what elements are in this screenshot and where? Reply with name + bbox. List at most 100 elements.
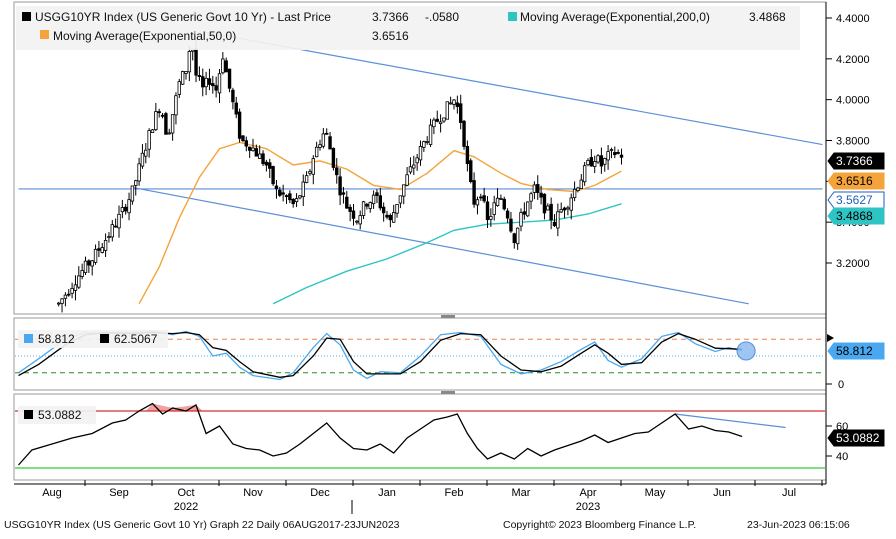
legend-ema50-value: 3.6516 — [372, 29, 409, 43]
candle-body — [60, 298, 64, 304]
footer-copyright: Copyright© 2023 Bloomberg Finance L.P. — [503, 519, 697, 531]
candle-body — [522, 211, 527, 215]
candle-body — [438, 121, 443, 124]
candle-body — [201, 76, 205, 88]
candle-body — [93, 248, 98, 263]
candle-body — [455, 102, 460, 107]
candle-body — [361, 201, 366, 216]
panel-splitter[interactable] — [441, 315, 455, 318]
candle-body — [542, 193, 547, 214]
candle-body — [536, 184, 540, 193]
candle-body — [335, 167, 339, 176]
x-tick-label: Sep — [109, 487, 129, 499]
candle-body — [425, 141, 429, 143]
value-tag-label: 58.812 — [836, 344, 873, 358]
candle-body — [261, 153, 265, 165]
candle-body — [388, 214, 393, 221]
candle-body — [559, 209, 563, 213]
value-tag-label: 3.6516 — [836, 174, 873, 188]
x-year-label: 2023 — [576, 501, 600, 513]
candle-body — [331, 147, 336, 168]
value-tag-label: 3.4868 — [836, 209, 873, 223]
candle-body — [375, 192, 379, 196]
candle-body — [117, 213, 121, 229]
legend-swatch-ema200 — [508, 12, 517, 21]
candle-body — [321, 133, 326, 147]
candle-body — [110, 224, 114, 238]
stochastic-cursor-marker[interactable] — [736, 341, 756, 361]
candle-body — [515, 227, 520, 245]
candle-body — [224, 60, 228, 73]
candle-body — [157, 111, 161, 114]
candle-body — [378, 195, 382, 209]
legend-last-price-change: -.0580 — [425, 10, 459, 24]
candle-body — [572, 188, 577, 199]
legend-ema50-name: Moving Average(Exponential,50,0) — [53, 29, 236, 43]
candle-body — [505, 210, 510, 219]
value-tag — [827, 191, 885, 209]
candle-body — [124, 206, 128, 212]
candle-body — [445, 101, 449, 120]
candle-body — [472, 180, 476, 205]
candle-body — [73, 284, 78, 291]
legend-stoch-k: 58.812 — [38, 332, 75, 346]
rsi-trend-line[interactable] — [675, 413, 786, 429]
x-tick-label: Jan — [378, 487, 396, 499]
candle-body — [251, 147, 255, 152]
candle-body — [556, 211, 560, 229]
candle-body — [311, 158, 315, 175]
candle-body — [593, 161, 597, 167]
candle-body — [408, 166, 413, 173]
value-tag — [827, 207, 885, 225]
candle-body — [324, 132, 329, 135]
candle-body — [170, 114, 175, 134]
candle-body — [197, 75, 202, 77]
stochastic-panel-frame — [13, 317, 827, 391]
x-tick-label: May — [645, 487, 666, 499]
legend-ema200-name: Moving Average(Exponential,200,0) — [520, 10, 710, 24]
candle-body — [211, 83, 215, 87]
footer-timestamp: 23-Jun-2023 06:15:06 — [747, 519, 850, 531]
rsi-panel-frame — [13, 393, 827, 481]
candle-body — [495, 197, 500, 207]
candle-body — [428, 124, 433, 145]
axis-pointer-icon — [827, 334, 834, 342]
candle-body — [519, 212, 523, 227]
candle-body — [83, 260, 88, 273]
candle-body — [398, 195, 403, 204]
candle-body — [391, 212, 396, 223]
candle-body — [576, 187, 580, 191]
candle-body — [264, 161, 269, 166]
candle-body — [539, 192, 543, 198]
candle-body — [214, 85, 218, 91]
candle-body — [526, 201, 530, 217]
candle-body — [442, 117, 446, 122]
stochastic-legend: 58.812 62.5067 — [24, 332, 158, 346]
candle-body — [257, 153, 262, 159]
legend-rsi: 53.0882 — [38, 408, 82, 422]
rsi-legend: 53.0882 — [24, 408, 82, 422]
candle-body — [107, 236, 111, 239]
candle-body — [70, 288, 74, 294]
x-tick-label: Feb — [445, 487, 464, 499]
candle-body — [432, 119, 436, 128]
candle-body — [254, 148, 259, 157]
candle-body — [244, 140, 248, 147]
panel-splitter[interactable] — [441, 391, 455, 394]
candle-body — [140, 152, 145, 167]
candle-body — [566, 207, 570, 210]
candle-body — [338, 176, 342, 196]
candle-body — [204, 77, 208, 88]
candle-body — [77, 275, 81, 288]
legend-stoch-d: 62.5067 — [114, 332, 158, 346]
candle-body — [113, 225, 118, 228]
trend-channel-line[interactable] — [205, 31, 823, 146]
candle-body — [341, 192, 346, 195]
y-tick-label: 4.2000 — [836, 54, 870, 66]
candle-body — [127, 199, 131, 214]
candle-body — [405, 174, 409, 186]
y-tick-label: 3.2000 — [836, 258, 870, 270]
candle-body — [418, 146, 423, 161]
trend-channel-line[interactable] — [132, 186, 749, 305]
candle-body — [100, 247, 104, 253]
